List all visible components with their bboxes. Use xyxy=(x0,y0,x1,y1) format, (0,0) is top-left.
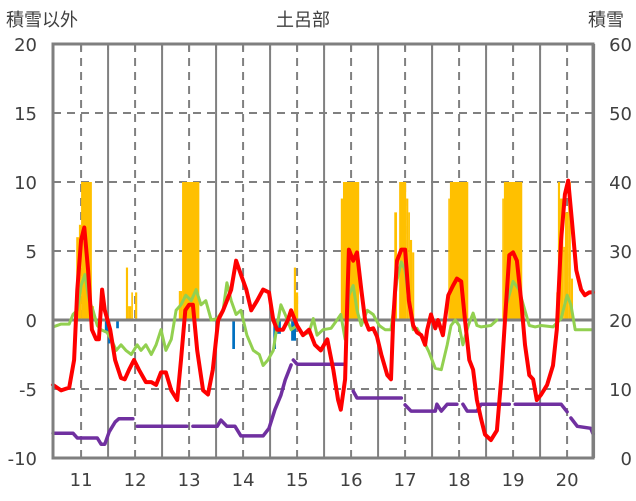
orange-bar xyxy=(296,292,299,320)
y-left-tick-label: -5 xyxy=(19,380,37,401)
x-tick-label: 14 xyxy=(232,470,255,491)
y-left-tick-label: 0 xyxy=(26,311,37,332)
y-right-tick-label: 30 xyxy=(609,242,632,263)
blue-bar xyxy=(104,320,109,333)
purple-series-line xyxy=(513,402,569,414)
blue-bar xyxy=(291,320,296,341)
y-right-tick-label: 40 xyxy=(609,173,632,194)
left-axis-title: 積雪以外 xyxy=(6,10,78,31)
blue-bar xyxy=(232,320,235,349)
plot-border xyxy=(51,42,595,460)
orange-bar xyxy=(125,267,129,320)
orange-bar xyxy=(564,212,569,320)
y-right-tick-label: 0 xyxy=(621,449,632,470)
y-right-tick-label: 60 xyxy=(609,35,632,56)
blue-bar xyxy=(116,320,119,329)
purple-series-line xyxy=(461,402,512,413)
chart-title: 土呂部 xyxy=(276,10,330,31)
orange-bar xyxy=(412,252,415,320)
y-right-tick-label: 10 xyxy=(609,380,632,401)
y-left-tick-label: 5 xyxy=(26,242,37,263)
blue-bar xyxy=(276,320,281,334)
purple-series-line xyxy=(51,416,135,446)
y-right-tick-label: 20 xyxy=(609,311,632,332)
x-tick-label: 13 xyxy=(178,470,201,491)
orange-bar xyxy=(448,198,450,320)
orange-bar xyxy=(128,306,132,320)
orange-bar xyxy=(131,292,133,320)
orange-bar xyxy=(568,182,571,320)
x-tick-label: 15 xyxy=(286,470,309,491)
orange-bar xyxy=(570,278,574,320)
x-tick-label: 16 xyxy=(340,470,363,491)
orange-bar xyxy=(449,182,469,320)
y-left-tick-label: 15 xyxy=(14,104,37,125)
orange-bar xyxy=(502,198,504,320)
orange-bar xyxy=(408,212,410,320)
orange-bar xyxy=(563,246,565,320)
purple-series-line xyxy=(569,416,595,436)
x-tick-label: 17 xyxy=(394,470,417,491)
y-left-tick-label: -10 xyxy=(8,449,37,470)
orange-bar xyxy=(182,182,200,320)
y-left-tick-label: 20 xyxy=(14,35,37,56)
y-left-tick-label: 10 xyxy=(14,173,37,194)
x-tick-label: 18 xyxy=(448,470,471,491)
y-right-tick-label: 50 xyxy=(609,104,632,125)
orange-bar xyxy=(409,239,413,320)
x-tick-label: 19 xyxy=(502,470,525,491)
purple-series-line xyxy=(351,389,404,400)
right-axis-title: 積雪 xyxy=(588,10,624,31)
x-tick-label: 11 xyxy=(70,470,93,491)
red-series-line xyxy=(51,178,595,443)
x-tick-label: 20 xyxy=(556,470,579,491)
purple-series-line xyxy=(291,358,347,366)
orange-bar xyxy=(293,267,296,320)
purple-series-line xyxy=(191,363,293,438)
orange-bar xyxy=(135,292,138,320)
purple-series-line xyxy=(403,402,459,413)
orange-bar xyxy=(340,198,343,320)
x-tick-label: 12 xyxy=(124,470,147,491)
